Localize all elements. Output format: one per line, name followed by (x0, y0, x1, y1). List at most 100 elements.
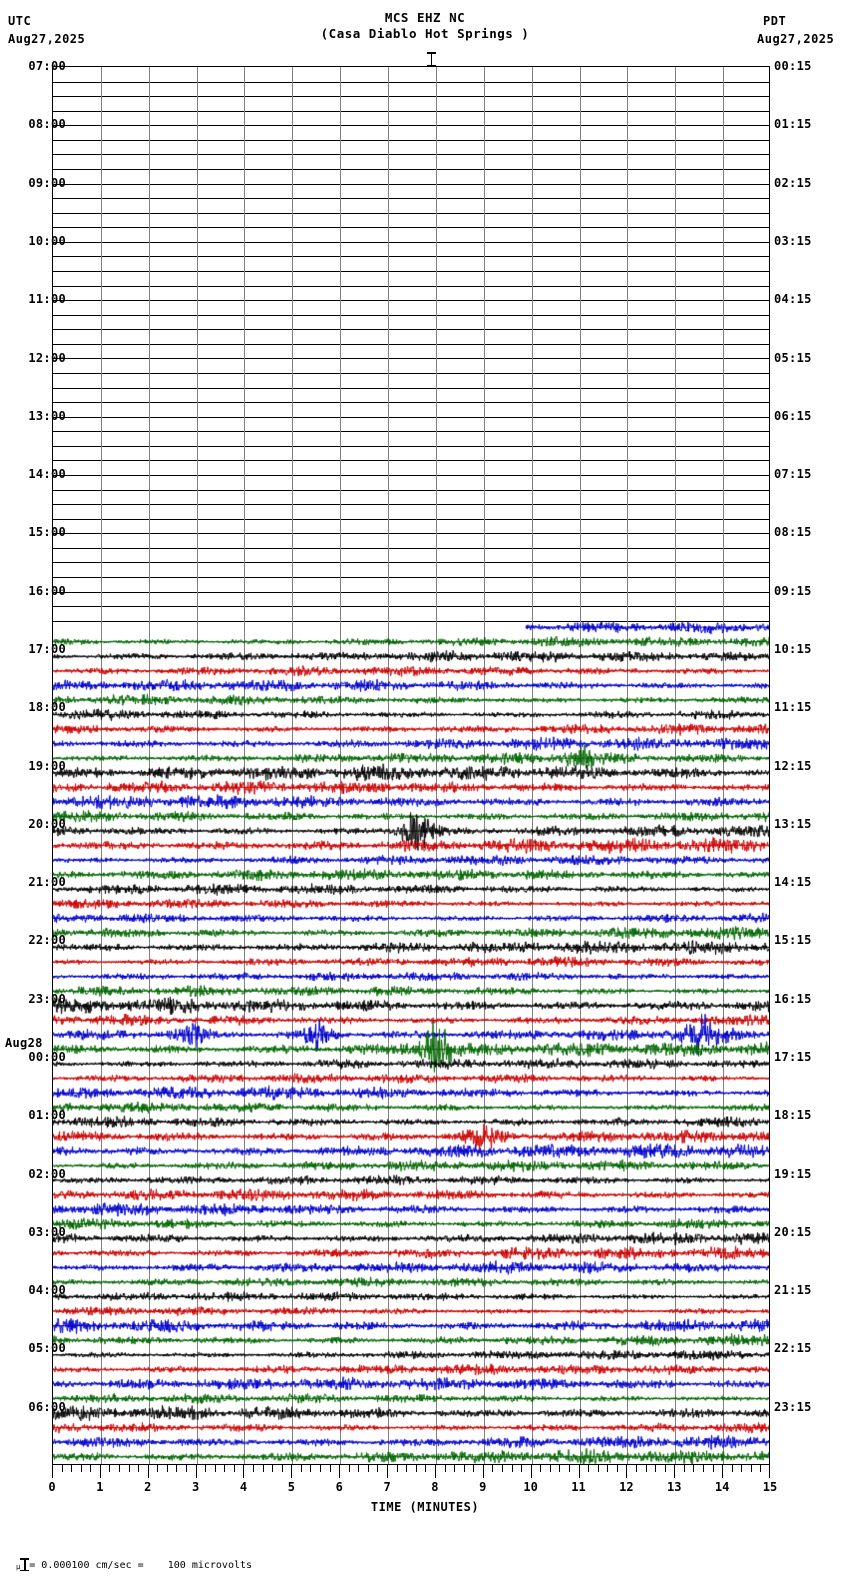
utc-hour-label-0700: 07:00 (28, 59, 66, 73)
x-minor-tick (760, 1465, 762, 1472)
x-major-tick-12 (626, 1465, 628, 1478)
utc-hour-label-1000: 10:00 (28, 233, 66, 248)
x-minor-tick (262, 1465, 264, 1472)
x-minor-tick (205, 1465, 207, 1472)
station-location: (Casa Diablo Hot Springs ) (320, 26, 530, 41)
x-minor-tick (310, 1465, 312, 1472)
x-minor-tick (750, 1465, 752, 1472)
x-minor-tick (272, 1465, 274, 1472)
x-minor-tick (521, 1465, 523, 1472)
x-minor-tick (348, 1465, 350, 1472)
x-minor-tick (90, 1465, 92, 1472)
x-minor-tick (741, 1465, 743, 1472)
utc-hour-label-0200: 02:00 (28, 1166, 66, 1181)
pdt-hour-label-1315: 13:15 (774, 816, 812, 831)
x-tick-label-9: 9 (479, 1480, 487, 1494)
helicorder-plot[interactable] (52, 66, 770, 1465)
x-minor-tick (549, 1465, 551, 1472)
x-major-tick-15 (769, 1465, 770, 1478)
x-minor-tick (233, 1465, 235, 1472)
pdt-hour-label-1815: 18:15 (774, 1108, 812, 1123)
pdt-hour-label-2315: 23:15 (774, 1399, 812, 1414)
x-minor-tick (588, 1465, 590, 1472)
x-major-tick-5 (291, 1465, 293, 1478)
utc-hour-label-0900: 09:00 (28, 175, 66, 190)
x-tick-label-14: 14 (714, 1480, 730, 1494)
utc-hour-label-2000: 20:00 (28, 816, 66, 831)
utc-hour-label-1300: 13:00 (28, 408, 66, 423)
utc-hour-label-1600: 16:00 (28, 583, 66, 598)
pdt-hour-label-0715: 07:15 (774, 467, 812, 481)
x-axis-ticks (52, 1465, 770, 1479)
x-major-tick-4 (243, 1465, 245, 1478)
utc-hour-label-0600: 06:00 (28, 1399, 66, 1414)
x-minor-tick (702, 1465, 704, 1472)
pdt-hour-label-0115: 01:15 (774, 117, 812, 132)
utc-hour-label-2300: 23:00 (28, 991, 66, 1006)
x-minor-tick (501, 1465, 503, 1472)
x-major-tick-8 (434, 1465, 436, 1478)
x-minor-tick (655, 1465, 657, 1472)
x-minor-tick (396, 1465, 398, 1472)
x-minor-tick (367, 1465, 369, 1472)
utc-hour-label-0400: 04:00 (28, 1283, 66, 1298)
x-minor-tick (511, 1465, 513, 1472)
x-minor-tick (463, 1465, 465, 1472)
utc-hour-label-1200: 12:00 (28, 350, 66, 365)
x-tick-label-10: 10 (523, 1480, 538, 1494)
x-minor-tick (138, 1465, 140, 1472)
x-major-tick-1 (99, 1465, 101, 1478)
pdt-hour-label-0915: 09:15 (774, 583, 812, 598)
x-minor-tick (454, 1465, 456, 1472)
x-tick-label-7: 7 (383, 1480, 391, 1494)
x-tick-label-13: 13 (667, 1480, 682, 1494)
utc-hour-label-0300: 03:00 (28, 1224, 66, 1239)
x-minor-tick (166, 1465, 168, 1472)
x-minor-tick (109, 1465, 111, 1472)
x-minor-tick (444, 1465, 446, 1472)
micro-prefix-icon: µ (16, 1563, 21, 1571)
x-minor-tick (224, 1465, 226, 1472)
x-minor-tick (559, 1465, 561, 1472)
utc-hour-label-1900: 19:00 (28, 758, 66, 773)
x-minor-tick (425, 1465, 427, 1472)
pdt-hour-label-0515: 05:15 (774, 350, 812, 365)
pdt-hour-label-2215: 22:15 (774, 1341, 812, 1356)
pdt-hour-label-1715: 17:15 (774, 1050, 812, 1064)
seismic-traces (53, 67, 769, 1464)
x-minor-tick (358, 1465, 360, 1472)
pdt-hour-label-0315: 03:15 (774, 233, 812, 248)
utc-hour-label-1400: 14:00 (28, 467, 66, 481)
x-major-tick-11 (578, 1465, 580, 1478)
x-minor-tick (80, 1465, 82, 1472)
x-major-tick-6 (339, 1465, 341, 1478)
pdt-hour-label-0415: 04:15 (774, 292, 812, 307)
x-minor-tick (645, 1465, 647, 1472)
x-major-tick-2 (147, 1465, 149, 1478)
footer-scale-note: µ = 0.000100 cm/sec = 100 microvolts (4, 1547, 252, 1571)
utc-timezone-label: UTC (8, 14, 32, 28)
pdt-hour-label-0215: 02:15 (774, 175, 812, 190)
x-minor-tick (214, 1465, 216, 1472)
x-minor-tick (300, 1465, 302, 1472)
x-minor-tick (415, 1465, 417, 1472)
day-rollover-label: Aug28 (5, 1036, 43, 1050)
x-minor-tick (712, 1465, 714, 1472)
footer-scale-text: = 0.000100 cm/sec = 100 microvolts (29, 1560, 253, 1571)
x-minor-tick (731, 1465, 733, 1472)
x-tick-label-4: 4 (239, 1480, 248, 1494)
pdt-hour-label-2115: 21:15 (774, 1283, 812, 1298)
x-tick-label-8: 8 (431, 1480, 439, 1494)
x-tick-label-3: 3 (191, 1480, 200, 1494)
x-minor-tick (253, 1465, 255, 1472)
x-minor-tick (186, 1465, 188, 1472)
utc-hour-label-0800: 08:00 (28, 117, 66, 132)
x-tick-label-11: 11 (571, 1480, 586, 1494)
footer-scale-bar-icon (20, 1558, 30, 1571)
utc-hour-label-2100: 21:00 (28, 875, 66, 890)
pdt-hour-label-0615: 06:15 (774, 408, 812, 423)
x-minor-tick (157, 1465, 159, 1472)
x-minor-tick (568, 1465, 570, 1472)
pdt-hour-label-1115: 11:15 (774, 700, 812, 715)
x-minor-tick (281, 1465, 283, 1472)
